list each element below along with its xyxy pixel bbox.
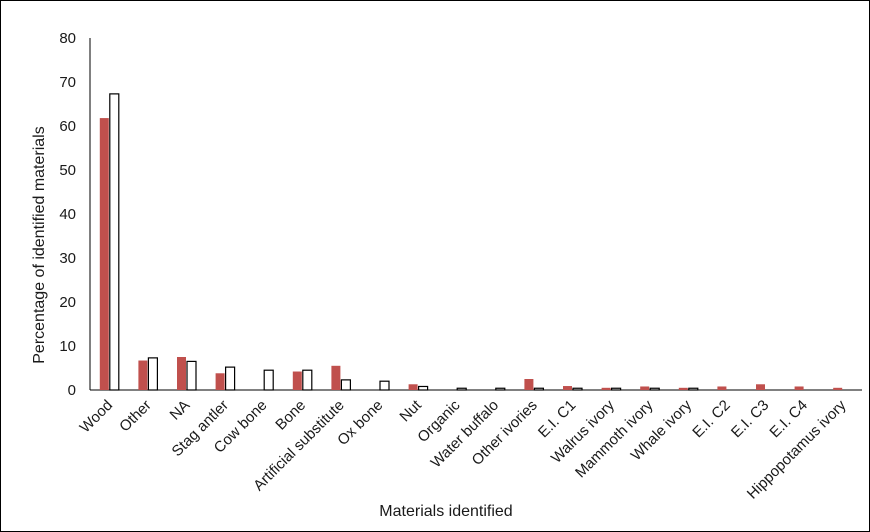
x-tick-label: E.I. C2 [689, 397, 733, 441]
y-tick-label: 70 [59, 74, 76, 91]
bar [524, 379, 534, 390]
bar [177, 357, 186, 390]
bar [678, 387, 688, 390]
x-tick-label: Wood [77, 397, 117, 437]
bar [495, 387, 506, 391]
y-tick-label: 30 [59, 250, 76, 267]
x-tick-label: Other [116, 397, 155, 436]
bar [408, 384, 418, 390]
bar [640, 386, 650, 390]
y-axis-title: Percentage of identified materials [31, 126, 48, 363]
bar [263, 369, 274, 391]
bar [418, 385, 429, 391]
bars [99, 93, 843, 391]
bar [610, 387, 622, 391]
bar [340, 379, 351, 391]
bar [109, 93, 120, 391]
y-tick-label: 60 [59, 118, 76, 135]
x-axis-title: Materials identified [379, 503, 512, 520]
bar [572, 387, 583, 391]
bar [186, 360, 197, 391]
bar [99, 118, 109, 390]
y-tick-label: 20 [59, 294, 76, 311]
bar [533, 387, 545, 391]
bar [138, 360, 148, 390]
bar [225, 366, 236, 391]
bar [833, 387, 843, 390]
bar [379, 380, 390, 391]
bar [688, 387, 699, 391]
bar [794, 386, 804, 390]
bar [302, 369, 313, 391]
y-axis: 0 10 20 30 40 50 60 70 80 [59, 30, 91, 399]
bar [456, 387, 467, 391]
y-tick-label: 40 [59, 206, 76, 223]
bar [649, 387, 660, 391]
bar [717, 386, 727, 390]
bar [601, 387, 611, 390]
bar [331, 365, 341, 390]
bar [147, 357, 158, 391]
x-tick-label: NA [167, 397, 194, 424]
bar [215, 373, 225, 390]
bar [563, 386, 572, 390]
y-tick-label: 10 [59, 338, 76, 355]
bar [292, 371, 302, 390]
y-tick-label: 50 [59, 162, 76, 179]
x-tick-label: E.I. C3 [728, 397, 772, 441]
y-tick-label: 0 [68, 382, 76, 399]
y-tick-label: 80 [59, 30, 76, 47]
bar [756, 384, 765, 390]
x-tick-label: Nut [396, 396, 425, 425]
